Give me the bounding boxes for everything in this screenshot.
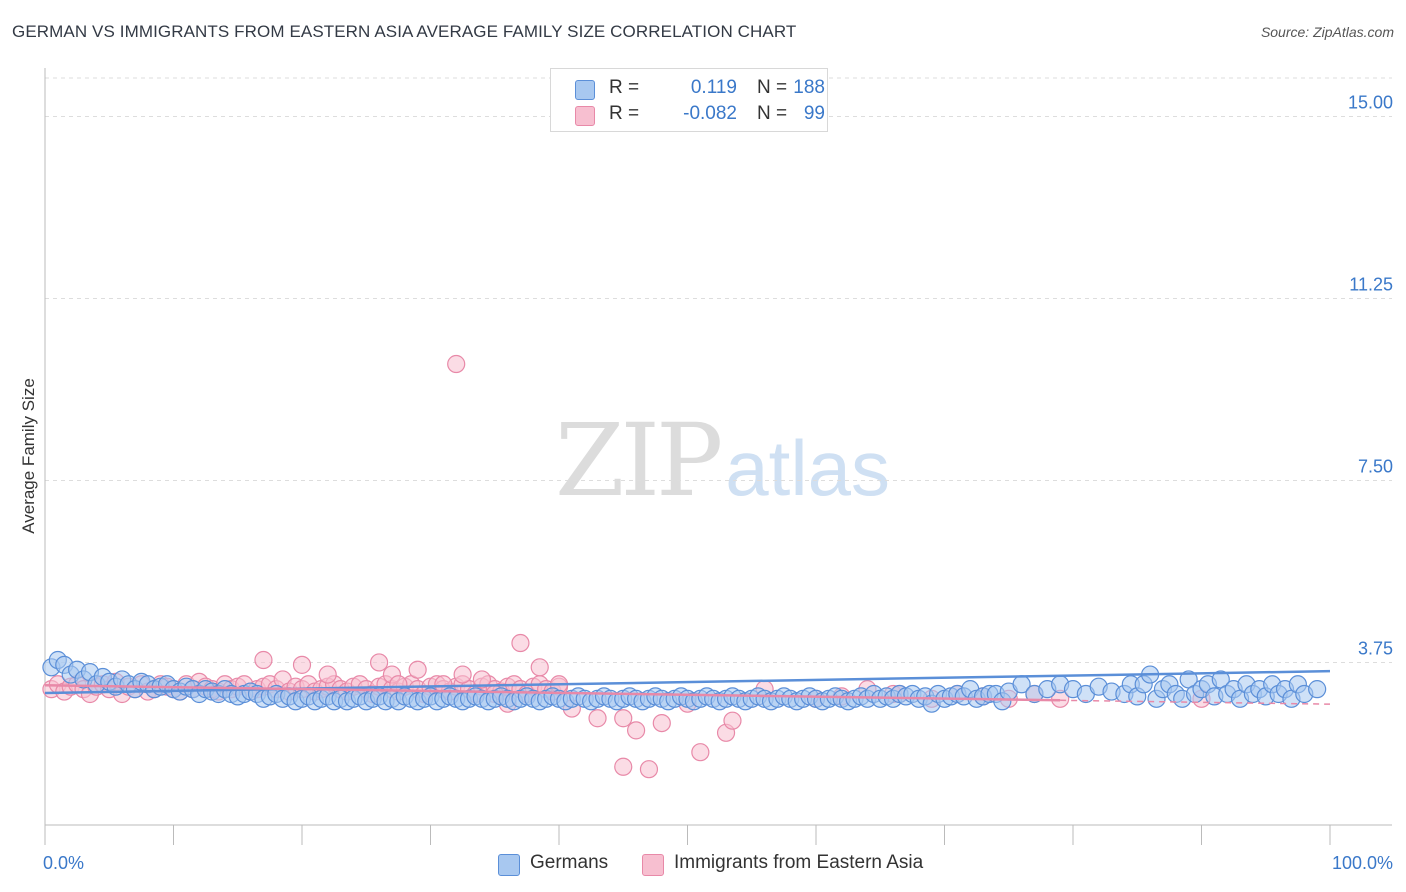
y-tick-label: 15.00 <box>1348 93 1393 113</box>
point-immigrants <box>530 658 549 677</box>
axes <box>44 68 1392 845</box>
legend-r-label: R = <box>609 77 640 98</box>
point-immigrants <box>318 665 337 684</box>
source-label: Source: ZipAtlas.com <box>1260 24 1394 40</box>
point-immigrants <box>723 711 742 730</box>
y-tick-label: 7.50 <box>1358 456 1393 476</box>
point-immigrants <box>254 650 273 670</box>
bottom-legend-label-germans: Germans <box>530 852 609 873</box>
point-immigrants <box>472 670 491 689</box>
y-tick-label: 3.75 <box>1358 638 1393 658</box>
correlation-legend: R = 0.119 N = 188 R = -0.082 N = 99 <box>550 68 828 132</box>
grid-lines <box>45 77 1392 663</box>
point-immigrants <box>639 760 659 779</box>
legend-r-label: R = <box>609 103 640 124</box>
watermark-zip: ZIP <box>555 402 723 519</box>
watermark: ZIPatlas <box>555 402 890 519</box>
legend-swatch-immigrants <box>575 106 595 126</box>
chart-title: GERMAN VS IMMIGRANTS FROM EASTERN ASIA A… <box>12 22 797 41</box>
watermark-atlas: atlas <box>725 424 891 512</box>
axis-labels: 3.75 7.50 11.25 15.00 0.0% 100.0% Average Fami… <box>19 93 1393 873</box>
point-germans <box>1308 680 1327 699</box>
bottom-legend-swatch-immigrants <box>642 854 664 876</box>
bottom-legend-swatch-germans <box>498 854 520 876</box>
point-immigrants <box>588 709 607 728</box>
point-immigrants <box>626 721 646 740</box>
legend-n-value: 99 <box>803 103 825 124</box>
point-immigrants <box>614 709 633 728</box>
legend-n-label: N = <box>757 103 788 124</box>
point-immigrants <box>447 354 466 374</box>
legend-r-value: 0.119 <box>690 77 737 98</box>
point-immigrants <box>408 660 427 679</box>
trend-line-immigrants <box>44 683 1061 702</box>
point-immigrants <box>614 757 633 776</box>
bottom-legend-label-immigrants: Immigrants from Eastern Asia <box>674 852 924 873</box>
x-tick-label-start: 0.0% <box>43 853 84 873</box>
point-immigrants <box>691 743 710 762</box>
y-tick-label: 11.25 <box>1349 274 1393 294</box>
legend-swatch-germans <box>575 80 595 100</box>
point-immigrants <box>652 713 671 733</box>
point-immigrants <box>370 653 389 672</box>
series-immigrants-eastern-asia <box>42 354 1211 779</box>
trend-lines <box>44 669 1331 705</box>
legend-n-label: N = <box>757 77 788 98</box>
point-immigrants <box>453 665 472 684</box>
point-immigrants <box>292 655 312 674</box>
legend-n-value: 188 <box>793 77 825 98</box>
y-axis-label: Average Family Size <box>19 378 38 534</box>
trend-line-immigrants-extension <box>1060 699 1331 705</box>
legend-r-value: -0.082 <box>683 103 737 124</box>
x-tick-label-end: 100.0% <box>1332 853 1393 873</box>
point-immigrants <box>511 633 530 653</box>
